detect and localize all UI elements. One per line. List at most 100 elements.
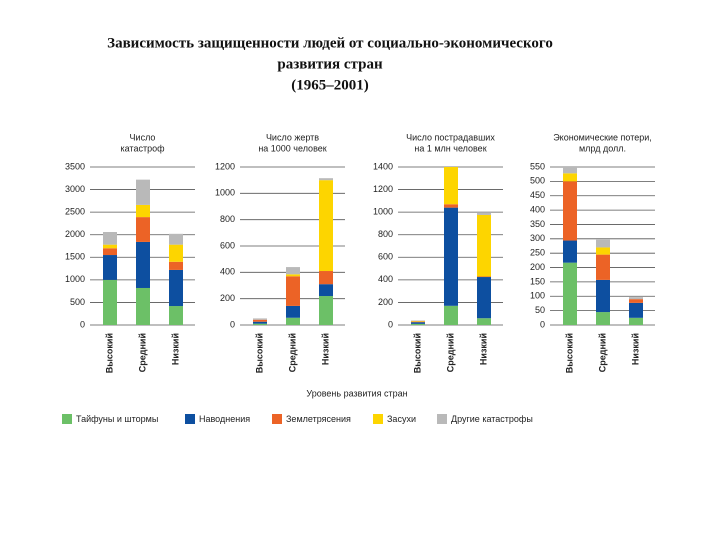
y-tick-label: 600 (220, 240, 235, 250)
y-tick-label: 800 (378, 229, 393, 239)
legend-label: Засухи (387, 414, 416, 424)
legend-swatch (185, 414, 195, 424)
y-tick-label: 400 (220, 267, 235, 277)
y-tick-label: 800 (220, 214, 235, 224)
y-tick-label: 1400 (373, 161, 393, 171)
y-tick-label: 300 (530, 233, 545, 243)
x-tick-label: Высокий (254, 333, 264, 373)
bar-segment (253, 323, 267, 325)
y-tick-label: 200 (220, 293, 235, 303)
bar-segment (286, 317, 300, 325)
legend-label: Другие катастрофы (451, 414, 533, 424)
subplot-title: Число жертв (266, 132, 319, 142)
bar-segment (444, 305, 458, 325)
y-tick-label: 500 (530, 176, 545, 186)
bar-segment (169, 233, 183, 245)
legend-label: Тайфуны и штормы (76, 414, 158, 424)
subplot-title: Число (130, 132, 156, 142)
y-tick-label: 0 (230, 319, 235, 329)
bar-segment (103, 255, 117, 280)
y-tick-label: 1200 (373, 184, 393, 194)
x-tick-label: Средний (287, 333, 297, 372)
bar-segment (629, 302, 643, 318)
y-tick-label: 3500 (65, 161, 85, 171)
y-tick-label: 500 (70, 297, 85, 307)
bar-segment (319, 178, 333, 181)
bar-segment (319, 180, 333, 272)
page-title: Зависимость защищенности людей от социал… (107, 35, 553, 51)
bar-segment (319, 296, 333, 325)
bar-segment (444, 167, 458, 205)
bar-segment (136, 179, 150, 205)
bar-segment (136, 241, 150, 288)
y-tick-label: 200 (378, 297, 393, 307)
bar-segment (596, 247, 610, 255)
x-tick-label: Высокий (564, 333, 574, 373)
bar-segment (477, 276, 491, 278)
bar-segment (319, 284, 333, 297)
y-tick-label: 2000 (65, 229, 85, 239)
y-tick-label: 2500 (65, 207, 85, 217)
x-tick-label: Средний (137, 333, 147, 372)
bar-segment (563, 240, 577, 263)
bar-segment (319, 271, 333, 285)
legend-label: Наводнения (199, 414, 250, 424)
bar-segment (629, 317, 643, 325)
y-tick-label: 550 (530, 161, 545, 171)
y-tick-label: 150 (530, 276, 545, 286)
y-tick-label: 450 (530, 190, 545, 200)
bar-segment (286, 267, 300, 275)
subplot-title: катастроф (120, 143, 165, 153)
bar-segment (477, 212, 491, 215)
bar-segment (169, 261, 183, 270)
legend-swatch (272, 414, 282, 424)
x-tick-label: Низкий (170, 333, 180, 365)
subplot-title: на 1 млн человек (414, 143, 486, 153)
bar-segment (136, 287, 150, 325)
bar-segment (563, 181, 577, 241)
bar-segment (477, 214, 491, 277)
subplot-title: Экономические потери, (553, 132, 652, 142)
bar-segment (411, 322, 425, 324)
bar-segment (253, 318, 267, 320)
x-axis-label: Уровень развития стран (306, 388, 407, 398)
bar-segment (411, 321, 425, 323)
y-tick-label: 100 (530, 291, 545, 301)
bar-segment (596, 312, 610, 325)
y-tick-label: 0 (540, 319, 545, 329)
x-tick-label: Высокий (412, 333, 422, 373)
bar-segment (411, 320, 425, 322)
bar-segment (103, 248, 117, 256)
bar-segment (563, 173, 577, 182)
legend-swatch (62, 414, 72, 424)
bar-segment (286, 276, 300, 306)
y-tick-label: 1000 (65, 274, 85, 284)
bar-segment (629, 297, 643, 300)
bar-segment (629, 299, 643, 303)
bar-segment (103, 279, 117, 325)
subplot-title: Число пострадавших (406, 132, 495, 142)
bar-segment (136, 204, 150, 218)
x-tick-label: Средний (597, 333, 607, 372)
bar-segment (253, 321, 267, 324)
y-tick-label: 1500 (65, 252, 85, 262)
bar-segment (169, 269, 183, 307)
bar-segment (563, 262, 577, 325)
y-tick-label: 0 (388, 319, 393, 329)
page-title: развития стран (277, 56, 383, 72)
y-tick-label: 400 (530, 204, 545, 214)
bar-segment (103, 232, 117, 245)
bar-segment (169, 244, 183, 262)
bar-segment (477, 277, 491, 319)
legend-label: Землетрясения (286, 414, 351, 424)
bar-segment (286, 305, 300, 318)
page-title: (1965–2001) (291, 77, 369, 93)
bar-segment (444, 207, 458, 306)
x-tick-label: Низкий (630, 333, 640, 365)
y-tick-label: 0 (80, 319, 85, 329)
y-tick-label: 400 (378, 274, 393, 284)
bar-segment (103, 244, 117, 249)
bar-segment (136, 217, 150, 242)
y-tick-label: 350 (530, 219, 545, 229)
